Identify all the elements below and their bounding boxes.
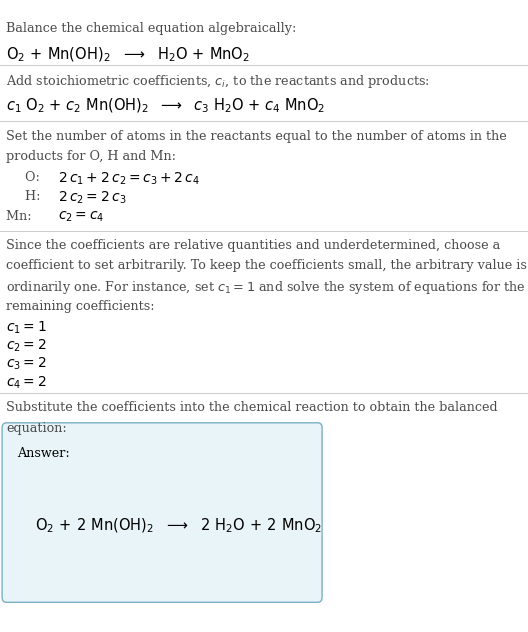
Text: Since the coefficients are relative quantities and underdetermined, choose a: Since the coefficients are relative quan…	[6, 239, 501, 252]
Text: $\mathsf{O_2}$ $+$ $\mathsf{Mn(OH)_2}$  $\longrightarrow$  $\mathsf{H_2O}$ $+$ $: $\mathsf{O_2}$ $+$ $\mathsf{Mn(OH)_2}$ $…	[6, 46, 250, 64]
Text: $c_1$ $\mathsf{O_2}$ $+$ $c_2$ $\mathsf{Mn(OH)_2}$  $\longrightarrow$  $c_3$ $\m: $c_1$ $\mathsf{O_2}$ $+$ $c_2$ $\mathsf{…	[6, 97, 325, 115]
Text: Answer:: Answer:	[17, 447, 70, 460]
Text: O:: O:	[25, 171, 51, 184]
Text: Mn:: Mn:	[6, 210, 39, 223]
Text: remaining coefficients:: remaining coefficients:	[6, 300, 155, 313]
Text: Balance the chemical equation algebraically:: Balance the chemical equation algebraica…	[6, 22, 297, 35]
Text: $c_4 = 2$: $c_4 = 2$	[6, 374, 47, 391]
Text: $2\,c_2 = 2\,c_3$: $2\,c_2 = 2\,c_3$	[58, 190, 127, 206]
Text: equation:: equation:	[6, 422, 67, 435]
Text: products for O, H and Mn:: products for O, H and Mn:	[6, 150, 176, 164]
Text: $c_3 = 2$: $c_3 = 2$	[6, 356, 47, 372]
Text: $\mathsf{O_2}$ $+$ $2$ $\mathsf{Mn(OH)_2}$  $\longrightarrow$  $2$ $\mathsf{H_2O: $\mathsf{O_2}$ $+$ $2$ $\mathsf{Mn(OH)_2…	[35, 517, 323, 535]
Text: Substitute the coefficients into the chemical reaction to obtain the balanced: Substitute the coefficients into the che…	[6, 401, 498, 415]
Text: $c_2 = c_4$: $c_2 = c_4$	[58, 210, 105, 224]
Text: $2\,c_1 + 2\,c_2 = c_3 + 2\,c_4$: $2\,c_1 + 2\,c_2 = c_3 + 2\,c_4$	[58, 171, 200, 187]
Text: Set the number of atoms in the reactants equal to the number of atoms in the: Set the number of atoms in the reactants…	[6, 130, 507, 143]
Text: $c_1 = 1$: $c_1 = 1$	[6, 319, 47, 336]
FancyBboxPatch shape	[2, 423, 322, 602]
Text: coefficient to set arbitrarily. To keep the coefficients small, the arbitrary va: coefficient to set arbitrarily. To keep …	[6, 259, 527, 272]
Text: ordinarily one. For instance, set $c_1 = 1$ and solve the system of equations fo: ordinarily one. For instance, set $c_1 =…	[6, 279, 526, 296]
Text: Add stoichiometric coefficients, $c_i$, to the reactants and products:: Add stoichiometric coefficients, $c_i$, …	[6, 73, 430, 90]
Text: H:: H:	[25, 190, 51, 203]
Text: $c_2 = 2$: $c_2 = 2$	[6, 337, 47, 354]
